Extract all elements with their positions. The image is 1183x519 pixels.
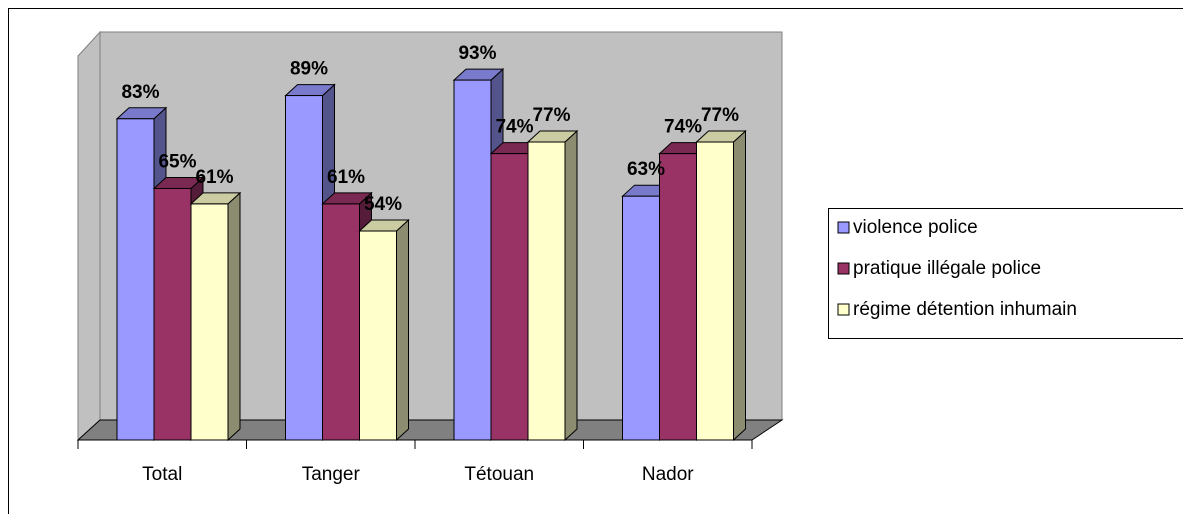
bar: [154, 188, 191, 440]
x-tick-label: Tanger: [302, 464, 361, 485]
value-label: 65%: [158, 151, 196, 172]
bar: [286, 96, 323, 440]
value-label: 61%: [327, 167, 365, 188]
legend-label: régime détention inhumain: [853, 299, 1077, 320]
bar: [117, 119, 154, 440]
value-label: 89%: [290, 59, 328, 80]
bar-side: [734, 131, 746, 440]
legend-swatch: [838, 222, 849, 233]
value-label: 93%: [458, 43, 496, 64]
bar: [528, 142, 565, 440]
value-label: 83%: [121, 82, 159, 103]
value-label: 77%: [532, 105, 570, 126]
side-wall: [78, 32, 100, 440]
value-label: 54%: [364, 194, 402, 215]
legend-label: pratique illégale police: [853, 258, 1041, 279]
bar-side: [228, 193, 240, 440]
legend-swatch: [838, 304, 849, 315]
bar: [191, 204, 228, 440]
x-tick-label: Total: [142, 464, 182, 485]
bar: [697, 142, 734, 440]
x-tick-label: Tétouan: [464, 464, 534, 485]
bar-side: [397, 220, 409, 440]
bar: [323, 204, 360, 440]
value-label: 63%: [627, 159, 665, 180]
bar-side: [565, 131, 577, 440]
value-label: 74%: [495, 117, 533, 138]
bar: [660, 154, 697, 440]
bar: [623, 196, 660, 440]
legend-swatch: [838, 263, 849, 274]
x-tick-label: Nador: [642, 464, 694, 485]
value-label: 77%: [701, 105, 739, 126]
bar: [454, 80, 491, 440]
value-label: 74%: [664, 117, 702, 138]
bar: [360, 231, 397, 440]
bar: [491, 154, 528, 440]
legend-label: violence police: [853, 217, 978, 238]
value-label: 61%: [195, 167, 233, 188]
